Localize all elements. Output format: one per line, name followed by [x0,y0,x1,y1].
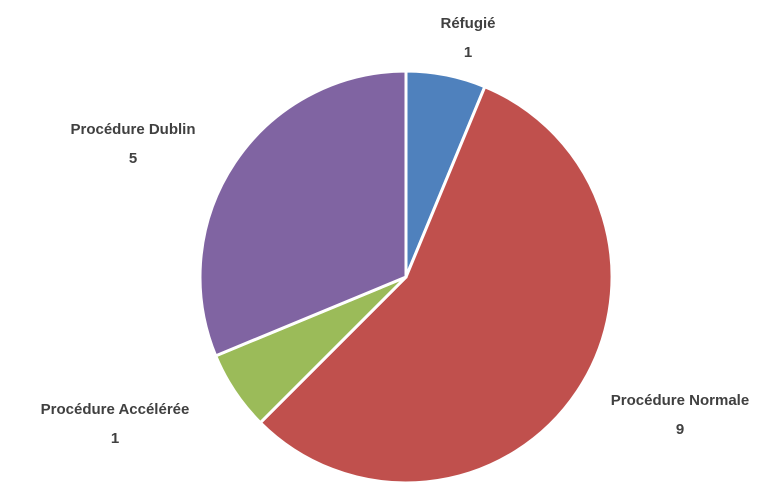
slice-value: 9 [676,421,684,438]
pie-slice [198,69,408,358]
slice-value: 1 [464,44,472,61]
slice-label: Réfugié [440,15,495,32]
slice-label: Procédure Dublin [70,121,195,138]
slice-value: 5 [129,150,137,167]
slice-label: Procédure Accélérée [41,401,190,418]
slice-label: Procédure Normale [611,392,749,409]
pie-slice [258,84,614,483]
slice-value: 1 [111,430,119,447]
